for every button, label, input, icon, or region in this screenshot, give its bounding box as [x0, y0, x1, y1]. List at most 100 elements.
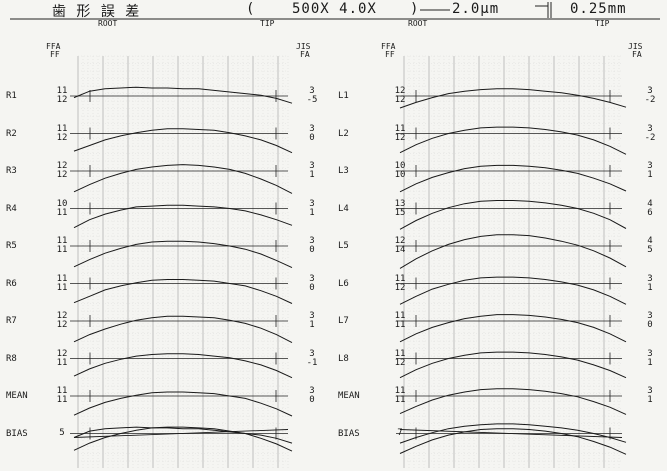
ff-value: 14 [394, 245, 406, 255]
fa-value: 6 [647, 207, 653, 218]
fa-value: 1 [309, 207, 315, 218]
left-jis-head: JIS [296, 42, 311, 51]
horizontal-scale-label: 0.25mm [570, 1, 627, 17]
jis-value: 3 [309, 236, 315, 246]
row-label-r3: R3 [6, 166, 17, 176]
ff-value: 11 [394, 395, 406, 405]
row-label-l7: L7 [338, 316, 349, 326]
bias-trace [399, 423, 627, 444]
fa-value: 1 [309, 170, 315, 180]
magnification-label: 500X 4.0X [292, 1, 377, 17]
right-root-label: ROOT [408, 19, 428, 28]
jis-value: 3 [647, 311, 653, 321]
trace-r6 [73, 279, 293, 304]
ffa-value: 11 [394, 386, 406, 396]
left-panel-grid [77, 55, 289, 468]
row-label-r7: R7 [6, 316, 17, 326]
fa-value: -2 [644, 132, 656, 143]
left-fa-head: FA [300, 50, 310, 59]
fa-value: 1 [309, 320, 315, 330]
row-label-l3: L3 [338, 166, 349, 176]
trace-l4 [399, 200, 627, 230]
ff-value: 11 [56, 245, 68, 255]
trace-r2 [73, 128, 293, 154]
row-label-l6: L6 [338, 278, 349, 289]
ff-value: 12 [394, 132, 406, 143]
right-ffa-head: FFA [381, 42, 396, 51]
vertical-scale-label: 2.0μm [452, 1, 500, 17]
row-label-l8: L8 [338, 353, 349, 364]
row-label-l5: L5 [338, 241, 349, 251]
left-ffa-head: FFA [46, 42, 61, 51]
row-label-bias: BIAS [338, 428, 360, 439]
right-ff-head: FF [385, 50, 395, 59]
row-label-bias: BIAS [6, 428, 28, 439]
jis-value: 3 [647, 86, 653, 96]
jis-value: 3 [309, 348, 315, 359]
bias-line [73, 429, 289, 438]
jis-value: 3 [309, 311, 315, 321]
left-tip-label: TIP [260, 19, 275, 28]
ffa-value: 12 [394, 86, 406, 96]
trace-mean [73, 391, 293, 417]
ffa-value: 11 [394, 348, 406, 359]
jis-value: 3 [647, 386, 653, 396]
bias-trace [73, 426, 293, 444]
fa-value: 0 [309, 282, 315, 293]
ffa-value: 10 [394, 161, 406, 171]
fa-value: 5 [647, 245, 653, 255]
trace-r8 [73, 353, 293, 379]
right-fa-head: FA [632, 50, 642, 59]
row-label-r1: R1 [6, 91, 17, 101]
ff-value: 12 [394, 282, 406, 293]
trace-l6 [399, 276, 627, 305]
trace-r7 [73, 315, 293, 344]
row-label-r6: R6 [6, 278, 17, 289]
fa-value: 1 [647, 170, 653, 180]
ffa-value: 12 [56, 161, 68, 171]
row-label-mean: MEAN [338, 391, 360, 401]
jis-value: 3 [309, 161, 315, 171]
ffa-value: 12 [394, 236, 406, 246]
fa-value: 0 [309, 132, 315, 143]
row-label-r8: R8 [6, 353, 17, 364]
fa-value: -5 [306, 95, 318, 105]
fa-value: -1 [306, 357, 318, 368]
trace-r4 [73, 204, 293, 229]
ffa-value: 11 [56, 123, 68, 134]
ff-value: 10 [394, 170, 406, 180]
right-jis-head: JIS [628, 42, 643, 51]
ffa-value: 11 [56, 273, 68, 284]
row-label-l2: L2 [338, 128, 349, 139]
fa-value: 0 [309, 245, 315, 255]
ffa-value: 11 [394, 273, 406, 284]
trace-l1 [399, 88, 627, 109]
row-label-r2: R2 [6, 128, 17, 139]
right-panel-grid [403, 55, 622, 468]
trace-r1 [73, 86, 293, 104]
ff-value: 11 [56, 207, 68, 218]
bias-line [399, 429, 623, 438]
trace-l2 [399, 126, 627, 155]
chart-title: 歯 形 誤 差 [52, 4, 141, 20]
ff-value: 12 [394, 95, 406, 105]
jis-value: 4 [647, 198, 653, 209]
ff-value: 11 [394, 320, 406, 330]
ff-value: 15 [394, 207, 406, 218]
ff-value: 12 [56, 170, 68, 180]
ffa-value: 11 [56, 236, 68, 246]
fa-value: 1 [647, 282, 653, 293]
trace-mean [399, 388, 627, 415]
bias-trace [399, 428, 627, 455]
ff-value: 12 [56, 320, 68, 330]
ffa-value: 12 [56, 311, 68, 321]
trace-l7 [399, 314, 627, 343]
ff-value: 11 [56, 395, 68, 405]
fa-value: 1 [647, 357, 653, 368]
jis-value: 3 [647, 123, 653, 134]
jis-value: 3 [309, 386, 315, 396]
row-label-l1: L1 [338, 91, 349, 101]
trace-l5 [399, 234, 627, 269]
row-label-r5: R5 [6, 241, 17, 251]
